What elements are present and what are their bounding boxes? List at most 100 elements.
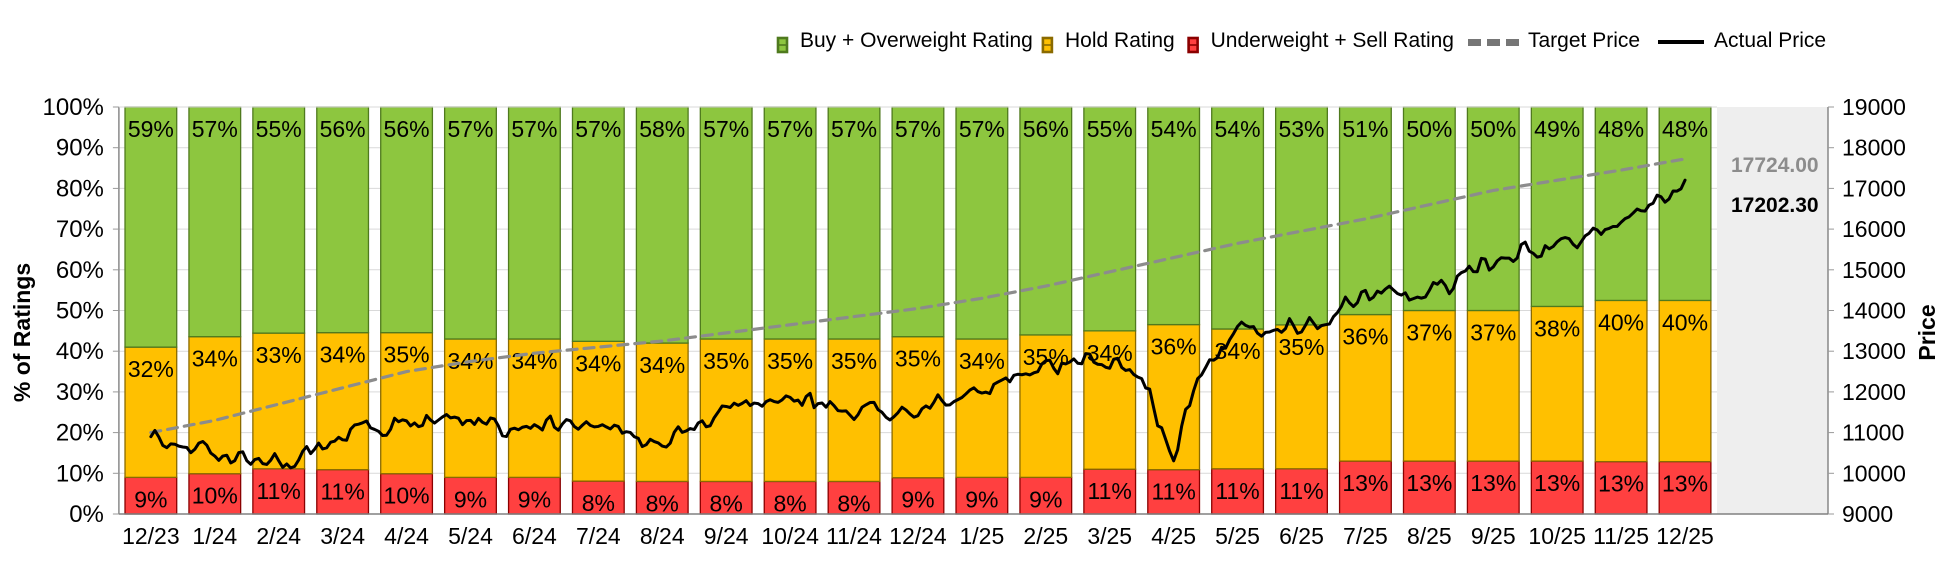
- svg-text:0%: 0%: [69, 501, 104, 528]
- svg-text:11%: 11%: [1151, 479, 1195, 505]
- svg-text:57%: 57%: [831, 116, 877, 142]
- svg-text:36%: 36%: [1342, 324, 1388, 350]
- svg-text:40%: 40%: [56, 338, 104, 365]
- svg-text:59%: 59%: [128, 116, 174, 142]
- svg-text:17000: 17000: [1842, 175, 1906, 201]
- svg-text:6/25: 6/25: [1279, 523, 1324, 549]
- svg-text:34%: 34%: [320, 342, 366, 368]
- svg-text:33%: 33%: [256, 342, 302, 368]
- svg-text:3/24: 3/24: [320, 523, 365, 549]
- svg-text:4/25: 4/25: [1151, 523, 1196, 549]
- svg-text:12000: 12000: [1842, 379, 1906, 405]
- svg-text:100%: 100%: [43, 94, 104, 121]
- svg-text:58%: 58%: [639, 116, 685, 142]
- svg-text:51%: 51%: [1342, 116, 1388, 142]
- svg-text:53%: 53%: [1278, 116, 1324, 142]
- svg-text:13%: 13%: [1598, 471, 1644, 497]
- svg-text:54%: 54%: [1215, 116, 1261, 142]
- svg-text:11%: 11%: [320, 479, 364, 505]
- svg-text:8/24: 8/24: [640, 523, 685, 549]
- svg-text:14000: 14000: [1842, 298, 1906, 324]
- svg-text:1/24: 1/24: [192, 523, 237, 549]
- svg-text:9000: 9000: [1842, 501, 1893, 527]
- svg-text:17202.30: 17202.30: [1731, 194, 1819, 217]
- svg-text:35%: 35%: [703, 348, 749, 374]
- svg-text:7/25: 7/25: [1343, 523, 1388, 549]
- svg-text:9%: 9%: [1029, 486, 1062, 512]
- svg-text:57%: 57%: [511, 116, 557, 142]
- svg-text:40%: 40%: [1598, 309, 1644, 335]
- svg-text:56%: 56%: [384, 116, 430, 142]
- svg-text:35%: 35%: [895, 346, 941, 372]
- svg-text:38%: 38%: [1534, 315, 1580, 341]
- svg-text:% of Ratings: % of Ratings: [9, 263, 35, 402]
- svg-text:4/24: 4/24: [384, 523, 429, 549]
- svg-text:37%: 37%: [1470, 320, 1516, 346]
- svg-text:11%: 11%: [1279, 478, 1323, 504]
- svg-text:57%: 57%: [575, 116, 621, 142]
- svg-text:50%: 50%: [56, 298, 104, 325]
- svg-text:57%: 57%: [703, 116, 749, 142]
- svg-text:7/24: 7/24: [576, 523, 621, 549]
- svg-text:8%: 8%: [710, 490, 743, 516]
- svg-text:17724.00: 17724.00: [1731, 154, 1819, 177]
- svg-text:13%: 13%: [1342, 470, 1388, 496]
- svg-text:9%: 9%: [518, 486, 551, 512]
- svg-text:20%: 20%: [56, 420, 104, 447]
- svg-text:35%: 35%: [1278, 334, 1324, 360]
- svg-text:70%: 70%: [56, 216, 104, 243]
- svg-text:13%: 13%: [1662, 471, 1708, 497]
- svg-text:35%: 35%: [767, 348, 813, 374]
- svg-text:8%: 8%: [773, 490, 806, 516]
- svg-text:10000: 10000: [1842, 460, 1906, 486]
- svg-text:13000: 13000: [1842, 338, 1906, 364]
- svg-text:56%: 56%: [320, 116, 366, 142]
- svg-text:11%: 11%: [1215, 478, 1259, 504]
- svg-text:54%: 54%: [1151, 116, 1197, 142]
- svg-text:57%: 57%: [767, 116, 813, 142]
- svg-text:9%: 9%: [454, 486, 487, 512]
- svg-text:10%: 10%: [384, 483, 430, 509]
- svg-text:11%: 11%: [257, 478, 301, 504]
- svg-text:19000: 19000: [1842, 94, 1906, 120]
- svg-text:80%: 80%: [56, 175, 104, 202]
- svg-text:Actual Price: Actual Price: [1714, 29, 1826, 52]
- svg-text:Underweight + Sell Rating: Underweight + Sell Rating: [1211, 29, 1454, 52]
- svg-text:49%: 49%: [1534, 116, 1580, 142]
- svg-text:Buy + Overweight Rating: Buy + Overweight Rating: [800, 29, 1033, 52]
- svg-text:10%: 10%: [192, 483, 238, 509]
- svg-text:40%: 40%: [1662, 309, 1708, 335]
- svg-text:8/25: 8/25: [1407, 523, 1452, 549]
- svg-text:2/24: 2/24: [256, 523, 301, 549]
- svg-text:9/24: 9/24: [704, 523, 749, 549]
- svg-text:6/24: 6/24: [512, 523, 557, 549]
- svg-text:34%: 34%: [639, 352, 685, 378]
- svg-text:10/25: 10/25: [1528, 523, 1586, 549]
- svg-text:56%: 56%: [1023, 116, 1069, 142]
- svg-text:2/25: 2/25: [1023, 523, 1068, 549]
- svg-text:5/24: 5/24: [448, 523, 493, 549]
- svg-text:13%: 13%: [1406, 470, 1452, 496]
- svg-text:9%: 9%: [134, 486, 167, 512]
- svg-text:Price: Price: [1914, 304, 1940, 360]
- svg-text:57%: 57%: [959, 116, 1005, 142]
- svg-text:11%: 11%: [1088, 478, 1132, 504]
- svg-text:13%: 13%: [1534, 470, 1580, 496]
- svg-text:57%: 57%: [447, 116, 493, 142]
- svg-text:5/25: 5/25: [1215, 523, 1260, 549]
- svg-text:90%: 90%: [56, 135, 104, 162]
- svg-text:12/23: 12/23: [122, 523, 180, 549]
- svg-text:36%: 36%: [1151, 334, 1197, 360]
- svg-text:8%: 8%: [582, 490, 615, 516]
- svg-text:55%: 55%: [256, 116, 302, 142]
- svg-text:35%: 35%: [831, 348, 877, 374]
- svg-text:9%: 9%: [965, 486, 998, 512]
- svg-text:55%: 55%: [1087, 116, 1133, 142]
- svg-text:13%: 13%: [1470, 470, 1516, 496]
- svg-text:60%: 60%: [56, 257, 104, 284]
- svg-text:8%: 8%: [646, 490, 679, 516]
- svg-text:35%: 35%: [384, 342, 430, 368]
- svg-text:37%: 37%: [1406, 320, 1452, 346]
- svg-text:30%: 30%: [56, 379, 104, 406]
- svg-text:Target Price: Target Price: [1528, 29, 1640, 52]
